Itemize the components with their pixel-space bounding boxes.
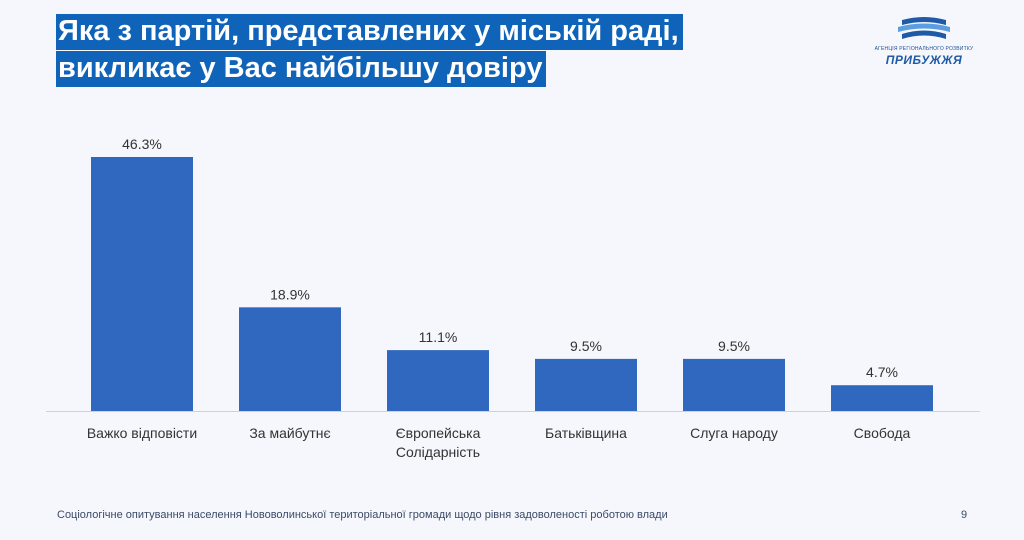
data-label: 9.5%: [718, 338, 750, 354]
data-label: 18.9%: [270, 286, 310, 302]
data-label: 46.3%: [122, 136, 162, 152]
category-label: Свобода: [854, 425, 911, 441]
bar: [683, 358, 785, 411]
category-label: Слуга народу: [690, 425, 778, 441]
wave-logo-icon: [898, 17, 950, 39]
logo-name: ПРИБУЖЖЯ: [885, 53, 963, 67]
category-label: Батьківщина: [545, 425, 627, 441]
logo-caption: АГЕНЦІЯ РЕГІОНАЛЬНОГО РОЗВИТКУ: [874, 46, 974, 52]
category-label: Європейська: [396, 425, 481, 441]
footer-note: Соціологічне опитування населення Новово…: [57, 509, 668, 521]
bar: [831, 385, 933, 411]
data-label: 11.1%: [419, 329, 458, 345]
data-label: 4.7%: [866, 364, 898, 380]
category-label: За майбутнє: [249, 425, 330, 441]
bar: [387, 350, 489, 411]
page-number: 9: [961, 509, 968, 521]
bar: [535, 358, 637, 411]
data-label: 9.5%: [570, 338, 602, 354]
title-line-1: Яка з партій, представлених у міській ра…: [56, 14, 683, 50]
bar: [91, 157, 193, 411]
agency-logo: АГЕНЦІЯ РЕГІОНАЛЬНОГО РОЗВИТКУ ПРИБУЖЖЯ: [872, 14, 976, 67]
slide-title: Яка з партій, представлених у міській ра…: [56, 14, 683, 88]
category-label: Солідарність: [396, 444, 480, 460]
category-label: Важко відповісти: [87, 425, 197, 441]
title-line-2: викликає у Вас найбільшу довіру: [56, 51, 547, 87]
bar: [239, 307, 341, 411]
